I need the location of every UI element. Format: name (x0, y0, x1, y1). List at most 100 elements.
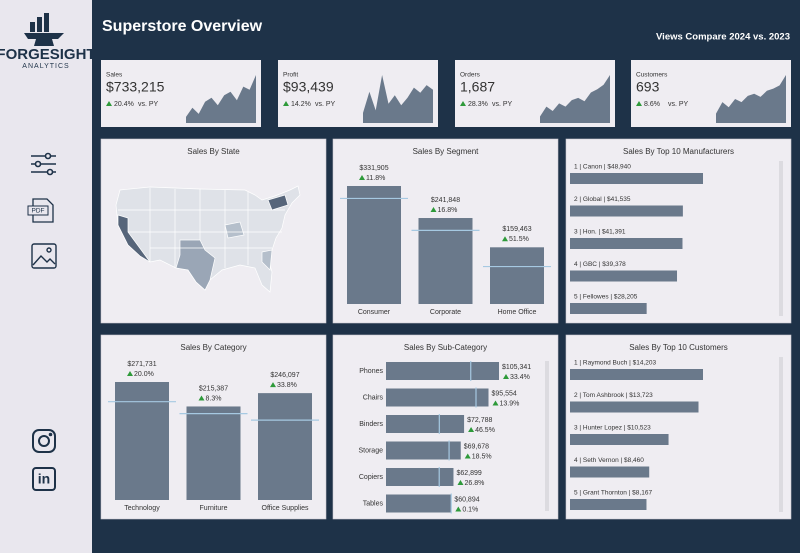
up-arrow (127, 371, 133, 376)
category-label: Chairs (363, 394, 384, 401)
value-label: $246,097 (270, 372, 299, 379)
kpi-value: 1,687 (460, 79, 495, 95)
up-arrow (503, 374, 509, 379)
value-label: $95,554 (492, 390, 517, 397)
bar (386, 494, 452, 513)
compare-label: Views Compare 2024 vs. 2023 (656, 32, 790, 43)
bar (570, 173, 703, 184)
logo (24, 13, 64, 46)
change-label: 46.5% (475, 427, 495, 434)
value-label: $72,788 (467, 417, 492, 424)
change-label: 13.9% (500, 400, 520, 407)
sidebar (0, 0, 92, 553)
up-arrow (359, 175, 365, 180)
item-label: 2 | Global | $41,535 (574, 196, 631, 203)
up-arrow (455, 506, 462, 512)
kpi-change: 20.4% (114, 101, 134, 108)
value-label: $105,341 (502, 364, 531, 371)
kpi-compare: vs. PY (315, 101, 336, 108)
up-arrow (430, 207, 437, 213)
category-label: Tables (363, 500, 384, 507)
kpi-up-arrow (460, 101, 466, 106)
filter-icon[interactable] (31, 152, 56, 176)
sparkline-area (540, 75, 610, 123)
change-label: 16.8% (438, 207, 458, 214)
bar (490, 247, 544, 304)
up-arrow (468, 427, 475, 432)
up-arrow (270, 382, 276, 388)
bar (570, 499, 647, 510)
kpi-label: Orders (460, 72, 481, 79)
change-label: 20.0% (134, 371, 154, 378)
kpi-value: $93,439 (283, 79, 334, 95)
pdf-label: PDF (32, 208, 45, 215)
linkedin-icon[interactable]: in (32, 467, 56, 491)
bar (570, 303, 647, 314)
kpi-up-arrow (283, 101, 289, 106)
kpi-change: 14.2% (291, 101, 311, 108)
category-label: Home Office (498, 309, 537, 316)
change-label: 11.8% (366, 175, 385, 182)
category-label: Consumer (358, 309, 391, 316)
bar (570, 205, 683, 217)
bar (186, 406, 241, 500)
item-label: 4 | GBC | $39,378 (574, 261, 626, 268)
bar (570, 369, 703, 380)
item-label: 1 | Canon | $48,940 (574, 164, 631, 171)
item-label: 5 | Grant Thornton | $8,167 (574, 490, 652, 497)
value-label: $69,678 (464, 443, 489, 450)
instagram-icon[interactable] (32, 429, 56, 453)
pdf-icon[interactable]: PDF (27, 198, 54, 223)
bar (386, 415, 465, 433)
bar (386, 441, 461, 460)
change-label: 0.1% (462, 506, 478, 513)
image-icon[interactable] (31, 243, 57, 269)
bar (570, 270, 678, 282)
change-label: 18.5% (472, 453, 492, 460)
bar (386, 362, 499, 380)
sparkline-area (716, 75, 786, 123)
category-label: Corporate (430, 309, 461, 316)
sparkline-area (363, 75, 433, 123)
category-label: Office Supplies (262, 505, 309, 512)
scrollbar (779, 357, 783, 512)
kpi-label: Profit (283, 72, 298, 79)
charts: Sales$733,215 20.4% vs. PY Profit$93,439 14.… (100, 60, 792, 520)
kpi-up-arrow (636, 101, 642, 106)
panel-title: Sales By Top 10 Customers (629, 343, 728, 352)
item-label: 1 | Raymond Buch | $14,203 (574, 360, 657, 367)
kpi-label: Customers (636, 72, 668, 79)
bar (386, 468, 454, 486)
up-arrow (457, 480, 464, 485)
bar (570, 466, 650, 478)
value-label: $215,387 (199, 385, 228, 392)
page-title: Superstore Overview (102, 18, 263, 35)
bar (418, 218, 473, 304)
panel-title: Sales By Top 10 Manufacturers (623, 147, 734, 156)
up-arrow (464, 453, 471, 459)
kpi-compare: vs. PY (668, 101, 689, 108)
bar (386, 388, 489, 407)
kpi-label: Sales (106, 72, 123, 79)
bar (347, 186, 401, 304)
value-label: $159,463 (502, 226, 531, 233)
category-label: Phones (359, 368, 383, 375)
up-arrow (198, 395, 205, 401)
category-label: Storage (358, 447, 383, 454)
change-label: 33.8% (277, 382, 297, 389)
kpi-change: 8.6% (644, 101, 660, 108)
logo-subtitle: ANALYTICS (22, 63, 69, 70)
item-label: 3 | Hon. | $41,391 (574, 229, 626, 236)
value-label: $62,899 (456, 470, 481, 477)
category-label: Furniture (199, 505, 227, 512)
category-label: Binders (359, 421, 383, 428)
item-label: 2 | Tom Ashbrook | $13,723 (574, 392, 653, 399)
change-label: 8.3% (206, 395, 222, 402)
category-label: Technology (124, 505, 160, 512)
change-label: 51.5% (509, 236, 529, 243)
value-label: $331,905 (359, 165, 388, 172)
bar (570, 401, 699, 413)
kpi-compare: vs. PY (492, 101, 513, 108)
